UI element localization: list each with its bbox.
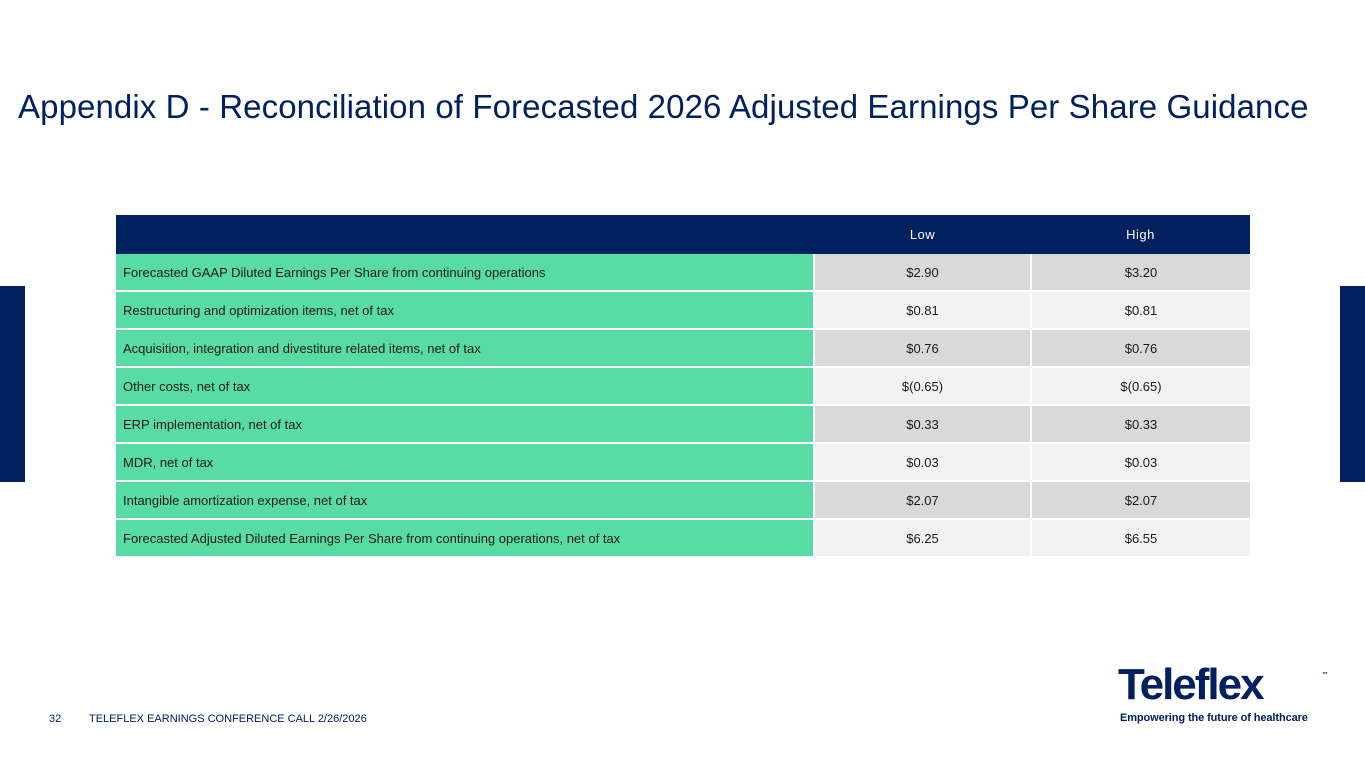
row-high-value: $(0.65) (1031, 367, 1250, 406)
row-label: MDR, net of tax (116, 443, 815, 482)
page-title: Appendix D - Reconciliation of Forecaste… (18, 88, 1309, 125)
row-high-value: $2.07 (1031, 481, 1250, 520)
table-row: MDR, net of tax $0.03 $0.03 (116, 443, 1250, 482)
header-high: High (1031, 215, 1250, 254)
table-row: Other costs, net of tax $(0.65) $(0.65) (116, 367, 1250, 406)
row-low-value: $0.03 (814, 443, 1032, 482)
table-row: Restructuring and optimization items, ne… (116, 291, 1250, 330)
row-high-value: $6.55 (1031, 519, 1250, 558)
row-label: Intangible amortization expense, net of … (116, 481, 815, 520)
row-label: Forecasted GAAP Diluted Earnings Per Sha… (116, 254, 815, 292)
footer: 32 TELEFLEX EARNINGS CONFERENCE CALL 2/26… (49, 713, 367, 725)
teleflex-logo: Teleflex ™ Empowering the future of heal… (1118, 660, 1333, 732)
row-low-value: $0.76 (814, 329, 1032, 368)
reconciliation-table: Low High Forecasted GAAP Diluted Earning… (116, 215, 1250, 558)
header-label (116, 215, 814, 254)
row-high-value: $0.81 (1031, 291, 1250, 330)
footer-text: TELEFLEX EARNINGS CONFERENCE CALL 2/26/2… (89, 713, 367, 725)
row-low-value: $6.25 (814, 519, 1032, 558)
table-row: Forecasted GAAP Diluted Earnings Per Sha… (116, 254, 1250, 292)
row-low-value: $2.90 (814, 254, 1032, 292)
row-label: Acquisition, integration and divestiture… (116, 329, 815, 368)
row-label: Restructuring and optimization items, ne… (116, 291, 815, 330)
row-label: Forecasted Adjusted Diluted Earnings Per… (116, 519, 815, 558)
table-header-row: Low High (116, 215, 1250, 254)
row-label: Other costs, net of tax (116, 367, 815, 406)
row-high-value: $0.33 (1031, 405, 1250, 444)
row-high-value: $0.76 (1031, 329, 1250, 368)
table-row: Forecasted Adjusted Diluted Earnings Per… (116, 519, 1250, 558)
right-accent-bar (1340, 286, 1365, 482)
header-low: Low (814, 215, 1031, 254)
page-number: 32 (49, 713, 62, 725)
logo-wordmark: Teleflex (1118, 660, 1265, 709)
row-low-value: $0.81 (814, 291, 1032, 330)
left-accent-bar (0, 286, 25, 482)
row-low-value: $0.33 (814, 405, 1032, 444)
table-row: Intangible amortization expense, net of … (116, 481, 1250, 520)
table-row: Acquisition, integration and divestiture… (116, 329, 1250, 368)
row-low-value: $2.07 (814, 481, 1032, 520)
row-label: ERP implementation, net of tax (116, 405, 815, 444)
logo-trademark: ™ (1322, 672, 1328, 678)
row-high-value: $3.20 (1031, 254, 1250, 292)
row-high-value: $0.03 (1031, 443, 1250, 482)
table-row: ERP implementation, net of tax $0.33 $0.… (116, 405, 1250, 444)
row-low-value: $(0.65) (814, 367, 1032, 406)
logo-tagline: Empowering the future of healthcare (1120, 712, 1308, 724)
